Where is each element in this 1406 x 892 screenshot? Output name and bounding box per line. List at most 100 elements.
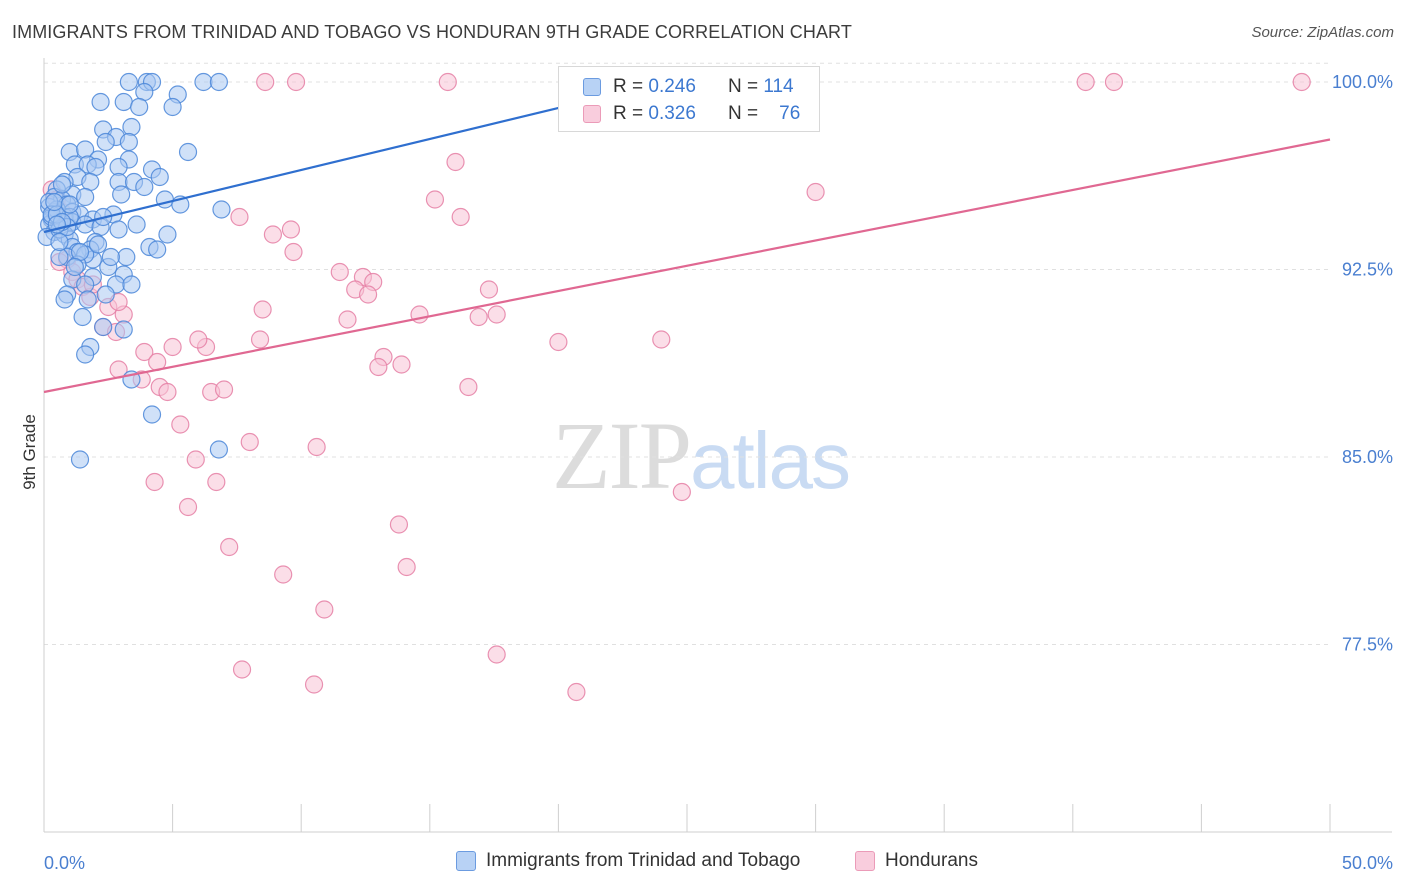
trinidad-point: [76, 345, 95, 364]
trend-line-hondurans: [43, 138, 1331, 394]
honduran-point: [397, 557, 416, 577]
correlation-legend: R = 0.246 N = 114 R = 0.326 N = 76: [558, 66, 820, 132]
honduran-point: [284, 242, 303, 262]
trinidad-point: [78, 290, 97, 309]
trinidad-point: [194, 72, 213, 92]
honduran-point: [263, 225, 283, 244]
honduran-point: [487, 645, 506, 664]
trinidad-point: [130, 97, 149, 117]
honduran-point: [281, 220, 301, 239]
honduran-point: [274, 565, 293, 584]
y-tick-label: 92.5%: [1342, 260, 1393, 280]
series-hondurans-points: [42, 72, 1311, 702]
honduran-point: [469, 307, 488, 327]
trinidad-point: [96, 285, 115, 304]
trinidad-point: [135, 177, 154, 197]
trinidad-point: [76, 187, 95, 207]
bottom-legend-swatch-pink: [855, 851, 875, 871]
trinidad-point: [50, 232, 69, 252]
trinidad-point: [158, 225, 177, 244]
honduran-point: [1104, 72, 1124, 92]
honduran-point: [171, 415, 190, 434]
honduran-point: [163, 337, 182, 357]
trinidad-point: [88, 235, 108, 254]
x-tick-label: 0.0%: [44, 853, 85, 873]
honduran-point: [425, 190, 445, 209]
legend-swatch-pink: [583, 105, 601, 123]
honduran-point: [487, 305, 506, 324]
trinidad-point: [52, 175, 72, 194]
trinidad-point: [150, 167, 169, 187]
trinidad-point: [73, 307, 92, 327]
trinidad-point: [119, 132, 138, 152]
y-tick-label: 100.0%: [1332, 72, 1393, 92]
honduran-point: [806, 182, 825, 202]
trinidad-point: [127, 215, 146, 234]
trinidad-point: [122, 275, 141, 294]
bottom-legend-label: Immigrants from Trinidad and Tobago: [486, 850, 801, 871]
honduran-point: [672, 482, 691, 502]
y-tick-label: 85.0%: [1342, 447, 1393, 467]
series-trinidad-points: [37, 72, 231, 469]
honduran-point: [451, 207, 470, 227]
trinidad-point: [94, 317, 113, 337]
honduran-point: [567, 682, 586, 702]
trinidad-point: [178, 142, 198, 162]
trinidad-point: [212, 200, 231, 219]
x-tick-label: 50.0%: [1342, 853, 1393, 873]
trinidad-point: [101, 247, 120, 267]
trinidad-point: [109, 220, 128, 239]
bottom-legend-swatch-blue: [456, 851, 476, 871]
legend-n-label: N =: [727, 76, 759, 97]
honduran-point: [307, 437, 326, 457]
honduran-point: [389, 515, 409, 534]
trinidad-point: [65, 257, 84, 277]
trinidad-point: [142, 405, 162, 424]
trinidad-point: [163, 97, 182, 117]
honduran-point: [253, 300, 272, 319]
honduran-point: [479, 280, 499, 299]
honduran-point: [256, 72, 275, 92]
source-credit: Source: ZipAtlas.com: [1251, 24, 1394, 41]
trinidad-point: [209, 440, 228, 459]
honduran-point: [158, 382, 177, 402]
legend-swatch-blue: [583, 78, 601, 96]
trinidad-point: [119, 72, 138, 92]
honduran-point: [186, 450, 205, 469]
trinidad-point: [112, 185, 131, 204]
bottom-legend-trinidad: Immigrants from Trinidad and Tobago: [456, 850, 800, 872]
honduran-point: [652, 330, 671, 349]
trinidad-point: [122, 117, 141, 137]
honduran-point: [230, 207, 249, 227]
watermark: ZIPatlas: [552, 400, 851, 511]
trinidad-point: [60, 195, 79, 214]
y-tick-label: 77.5%: [1342, 635, 1393, 655]
legend-row-hondurans: R = 0.326 N = 76: [583, 100, 800, 128]
trinidad-point: [155, 190, 174, 209]
honduran-point: [369, 357, 388, 377]
honduran-point: [1292, 72, 1311, 92]
y-axis-title: 9th Grade: [20, 414, 39, 490]
honduran-point: [1076, 72, 1095, 92]
honduran-point: [392, 355, 411, 374]
honduran-point: [135, 342, 154, 362]
watermark-zip: ZIP: [552, 402, 692, 509]
honduran-point: [178, 497, 198, 517]
trinidad-point: [45, 192, 64, 212]
legend-r-label: R =: [613, 76, 644, 97]
legend-n-value: 76: [779, 103, 801, 124]
honduran-point: [240, 432, 259, 452]
honduran-point: [446, 152, 465, 172]
trinidad-point: [114, 92, 133, 112]
honduran-point: [330, 262, 349, 282]
honduran-point: [358, 285, 378, 304]
legend-r-value: 0.326: [648, 103, 696, 124]
legend-n-label: N =: [727, 103, 759, 124]
honduran-point: [459, 377, 478, 397]
bottom-legend-hondurans: Hondurans: [855, 850, 978, 872]
honduran-point: [232, 660, 252, 679]
trinidad-point: [114, 320, 133, 339]
trinidad-point: [70, 450, 90, 469]
honduran-point: [214, 380, 234, 399]
